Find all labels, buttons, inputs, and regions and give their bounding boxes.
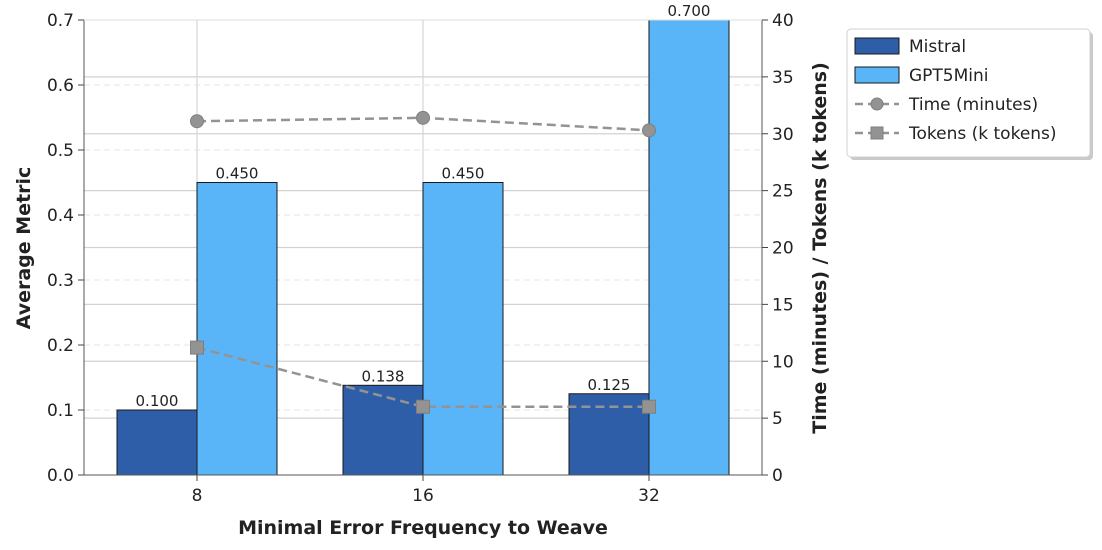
y2-axis-title: Time (minutes) / Tokens (k tokens) (809, 62, 831, 434)
y2-tick-label: 10 (772, 352, 794, 372)
y2-tick-label: 0 (772, 466, 783, 486)
y-axis-title: Average Metric (13, 167, 35, 330)
line-point (190, 340, 204, 355)
bars-layer (116, 19, 730, 476)
bar-mistral (342, 384, 424, 476)
bar-mistral (568, 393, 650, 476)
y2-tick-label: 25 (772, 182, 794, 202)
bar-value-label: 0.125 (588, 376, 631, 394)
legend-marker (870, 126, 884, 140)
x-tick-label: 32 (638, 486, 660, 506)
y2-tick-label: 15 (772, 295, 794, 315)
y2-tick-label: 5 (772, 409, 783, 429)
line-point (416, 399, 430, 414)
bar-value-label: 0.700 (668, 2, 711, 20)
y-tick-label: 0.7 (47, 11, 74, 31)
lines-layer (190, 110, 656, 414)
legend-label: GPT5Mini (909, 66, 989, 86)
line-point (190, 114, 204, 129)
bar-labels-layer: 0.100 0.138 0.125 0.450 0.450 0.700 (136, 2, 711, 410)
bar-value-label: 0.450 (216, 165, 259, 183)
y2-tick-label: 30 (772, 125, 794, 145)
legend-label: Time (minutes) (908, 95, 1038, 115)
y-tick-label: 0.5 (47, 141, 74, 161)
bar-value-label: 0.100 (136, 392, 179, 410)
legend-swatch (854, 66, 900, 84)
bar-value-label: 0.450 (442, 165, 485, 183)
y2-tick-label: 20 (772, 239, 794, 259)
legend-marker (870, 97, 884, 111)
bar-mistral (116, 409, 198, 476)
x-axis-title: Minimal Error Frequency to Weave (238, 517, 608, 539)
y-tick-label: 0.2 (47, 336, 74, 356)
y2-tick-label: 40 (772, 11, 794, 31)
y-tick-label: 0.1 (47, 401, 74, 421)
bar-gpt5mini (648, 19, 730, 476)
y2-tick-label: 35 (772, 68, 794, 88)
bar-gpt5mini (196, 182, 278, 476)
x-tick-label: 16 (412, 486, 434, 506)
x-tick-label: 8 (192, 486, 203, 506)
line-tokens-k-tokens (196, 346, 649, 408)
axes-layer: 0.0 0.1 0.2 0.3 0.4 0.5 0.6 0.7 0 5 10 15 20 25 30 35 40… (47, 11, 794, 506)
y-tick-label: 0.4 (47, 206, 74, 226)
legend-box (846, 28, 1091, 158)
legend: Mistral GPT5Mini Time (minutes) Tokens (k t… (846, 28, 1093, 160)
y-tick-label: 0.3 (47, 271, 74, 291)
legend-label: Tokens (k tokens) (908, 124, 1057, 144)
y-tick-label: 0.0 (47, 466, 74, 486)
legend-label: Mistral (909, 37, 966, 57)
line-point (642, 399, 656, 414)
y-tick-label: 0.6 (47, 76, 74, 96)
line-point (642, 123, 656, 138)
bar-value-label: 0.138 (362, 367, 405, 385)
line-point (416, 110, 430, 125)
legend-swatch (854, 37, 900, 55)
bar-gpt5mini (422, 182, 504, 476)
